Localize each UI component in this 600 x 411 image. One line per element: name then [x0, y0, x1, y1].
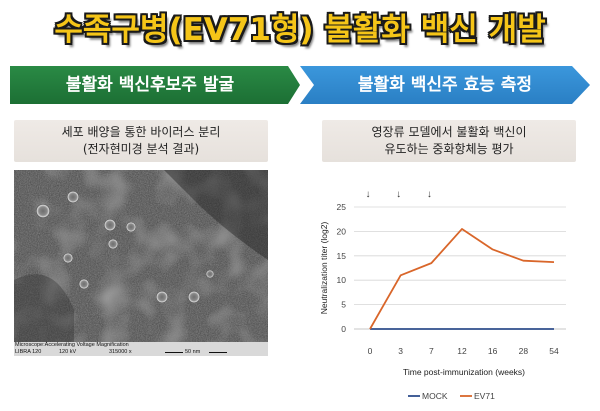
immunization-arrow: ↓ [427, 189, 432, 200]
micrograph-image [14, 170, 268, 356]
micrograph-instrument: LIBRA 120 [15, 349, 42, 355]
x-tick-label: 0 [368, 346, 373, 356]
legend-label-mock: MOCK [422, 391, 448, 401]
left-caption-box: 세포 배양을 통한 바이러스 분리 (전자현미경 분석 결과) [14, 120, 268, 162]
x-tick-label: 28 [519, 346, 529, 356]
x-axis-label: Time post-immunization (weeks) [403, 367, 525, 377]
x-tick-label: 3 [398, 346, 403, 356]
series-line-ev71 [369, 228, 555, 330]
y-tick-label: 5 [341, 300, 346, 310]
y-tick-label: 20 [337, 226, 347, 236]
page-title: 수족구병(EV71형) 불활화 백신 개발 [54, 12, 546, 48]
left-caption-line2: (전자현미경 분석 결과) [82, 142, 200, 156]
micrograph-voltage: 120 kV [59, 349, 77, 355]
y-axis-label: Neutralization titer (log2) [319, 222, 329, 315]
right-caption-line1: 영장류 모델에서 불활화 백신이 [371, 125, 527, 139]
x-tick-label: 16 [488, 346, 498, 356]
left-banner: 불활화 백신후보주 발굴 [10, 66, 300, 104]
electron-micrograph: Microscope:Accelerating Voltage Magnific… [14, 170, 268, 356]
immunization-arrow: ↓ [366, 189, 371, 200]
y-tick-label: 10 [337, 275, 347, 285]
micrograph-info-line1: Microscope:Accelerating Voltage Magnific… [15, 342, 129, 348]
neutralization-chart: 0 5 10 15 20 25 0 3 7 12 16 28 54 ↓ ↓ ↓ Neutralization t… [316, 185, 578, 407]
left-caption-line1: 세포 배양을 통한 바이러스 분리 [61, 125, 221, 139]
right-banner: 불활화 백신주 효능 측정 [300, 66, 590, 104]
micrograph-magnification: 315000 x [109, 349, 132, 355]
micrograph-scale-bar-right [209, 352, 227, 353]
micrograph-scale-label: 50 nm [185, 349, 201, 355]
y-tick-label: 15 [337, 251, 347, 261]
x-tick-label: 54 [549, 346, 559, 356]
right-banner-arrow-shape [300, 66, 590, 104]
micrograph-info-line2: LIBRA 120 120 kV 315000 x 50 nm [15, 349, 265, 356]
micrograph-scale-bar [165, 352, 183, 353]
virus-particles [36, 191, 214, 303]
y-tick-label: 25 [337, 202, 347, 212]
legend-label-ev71: EV71 [474, 391, 495, 401]
chart-svg: 0 5 10 15 20 25 0 3 7 12 16 28 54 ↓ ↓ ↓ Neutralization t… [319, 189, 566, 401]
left-banner-arrow-shape [10, 66, 300, 104]
right-caption-box: 영장류 모델에서 불활화 백신이 유도하는 중화항체능 평가 [322, 120, 576, 162]
x-tick-label: 12 [457, 346, 467, 356]
left-banner-label: 불활화 백신후보주 발굴 [65, 75, 235, 95]
right-banner-label: 불활화 백신주 효능 측정 [357, 75, 533, 95]
y-tick-label: 0 [341, 324, 346, 334]
right-caption-line2: 유도하는 중화항체능 평가 [384, 142, 514, 156]
immunization-arrow: ↓ [396, 189, 401, 200]
x-tick-label: 7 [429, 346, 434, 356]
